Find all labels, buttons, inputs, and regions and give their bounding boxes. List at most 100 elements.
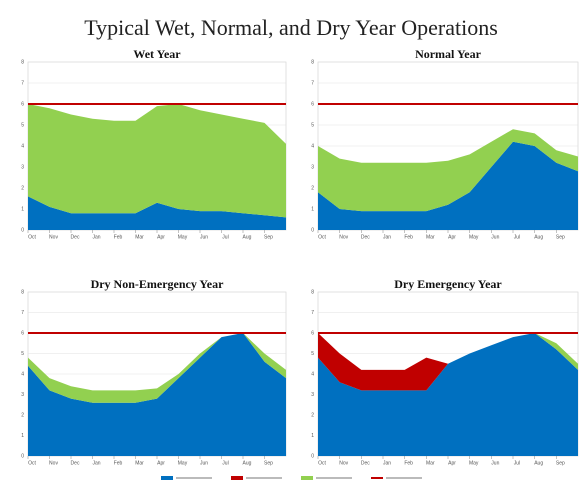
x-tick-label: May <box>178 460 188 466</box>
y-tick-label: 7 <box>21 310 24 316</box>
x-tick-label: Jul <box>514 460 520 466</box>
legend-text-placeholder <box>246 477 282 479</box>
x-tick-label: Feb <box>404 234 413 240</box>
x-tick-label: Feb <box>114 460 123 466</box>
legend-swatch <box>161 476 173 480</box>
y-tick-label: 2 <box>21 185 24 191</box>
legend-swatch <box>231 476 243 480</box>
y-tick-label: 8 <box>21 289 24 295</box>
x-tick-label: Sep <box>556 460 565 466</box>
x-tick-label: Jun <box>491 234 499 240</box>
x-tick-label: Nov <box>49 234 58 240</box>
y-tick-label: 4 <box>311 143 314 149</box>
x-tick-label: Jan <box>383 234 391 240</box>
legend-swatch <box>301 476 313 480</box>
x-tick-label: Dec <box>71 234 80 240</box>
x-tick-label: Jun <box>200 460 208 466</box>
y-tick-label: 6 <box>21 101 24 107</box>
x-tick-label: May <box>469 460 479 466</box>
x-tick-label: Jul <box>514 234 520 240</box>
x-tick-label: May <box>178 234 188 240</box>
x-tick-label: Aug <box>534 460 543 466</box>
y-tick-label: 3 <box>311 392 314 398</box>
chart-title: Dry Emergency Year <box>394 277 502 291</box>
chart-title: Dry Non-Emergency Year <box>91 277 225 291</box>
x-tick-label: Apr <box>157 234 165 240</box>
y-tick-label: 7 <box>311 310 314 316</box>
area <box>28 333 286 456</box>
x-tick-label: Dec <box>361 234 370 240</box>
y-tick-label: 0 <box>311 227 314 233</box>
y-tick-label: 0 <box>21 453 24 459</box>
legend-text-placeholder <box>386 477 422 479</box>
x-tick-label: Mar <box>135 460 144 466</box>
y-tick-label: 0 <box>311 453 314 459</box>
y-tick-label: 1 <box>311 433 314 439</box>
y-tick-label: 2 <box>311 412 314 418</box>
x-tick-label: Feb <box>404 460 413 466</box>
area <box>28 104 286 218</box>
y-tick-label: 1 <box>21 433 24 439</box>
x-tick-label: Apr <box>448 460 456 466</box>
y-tick-label: 2 <box>311 185 314 191</box>
x-tick-label: Jan <box>383 460 391 466</box>
y-tick-label: 4 <box>21 143 24 149</box>
x-tick-label: Sep <box>264 234 273 240</box>
x-tick-label: Sep <box>264 460 273 466</box>
y-tick-label: 8 <box>311 289 314 295</box>
y-tick-label: 7 <box>311 80 314 86</box>
x-tick-label: Aug <box>243 234 252 240</box>
chart-title: Normal Year <box>415 47 482 61</box>
x-tick-label: Dec <box>71 460 80 466</box>
x-tick-label: Jul <box>222 460 228 466</box>
chart-title: Wet Year <box>133 47 181 61</box>
x-tick-label: Oct <box>28 460 36 466</box>
area <box>318 333 578 391</box>
x-tick-label: Nov <box>339 460 348 466</box>
y-tick-label: 6 <box>311 101 314 107</box>
x-tick-label: Oct <box>28 234 36 240</box>
y-tick-label: 4 <box>311 371 314 377</box>
x-tick-label: Nov <box>49 460 58 466</box>
page-title: Typical Wet, Normal, and Dry Year Operat… <box>84 15 498 40</box>
x-tick-label: Oct <box>318 234 326 240</box>
x-tick-label: Jan <box>92 460 100 466</box>
y-tick-label: 5 <box>311 122 314 128</box>
y-tick-label: 3 <box>21 164 24 170</box>
y-tick-label: 8 <box>21 59 24 65</box>
y-tick-label: 3 <box>311 164 314 170</box>
y-tick-label: 5 <box>21 351 24 357</box>
x-tick-label: Dec <box>361 460 370 466</box>
area <box>318 333 578 456</box>
y-tick-label: 7 <box>21 80 24 86</box>
x-tick-label: Sep <box>556 234 565 240</box>
y-tick-label: 1 <box>21 206 24 212</box>
x-tick-label: May <box>469 234 479 240</box>
x-tick-label: Jun <box>200 234 208 240</box>
area <box>28 333 286 403</box>
y-tick-label: 5 <box>311 351 314 357</box>
area <box>28 196 286 230</box>
x-tick-label: Jan <box>92 234 100 240</box>
area <box>318 141 578 230</box>
y-tick-label: 2 <box>21 412 24 418</box>
x-tick-label: Jul <box>222 234 228 240</box>
x-tick-label: Apr <box>448 234 456 240</box>
x-tick-label: Mar <box>426 234 435 240</box>
y-tick-label: 5 <box>21 122 24 128</box>
y-tick-label: 6 <box>311 330 314 336</box>
y-tick-label: 6 <box>21 330 24 336</box>
x-tick-label: Feb <box>114 234 123 240</box>
y-tick-label: 8 <box>311 59 314 65</box>
y-tick-label: 3 <box>21 392 24 398</box>
x-tick-label: Mar <box>426 460 435 466</box>
legend-text-placeholder <box>316 477 352 479</box>
x-tick-label: Nov <box>339 234 348 240</box>
legend-text-placeholder <box>176 477 212 479</box>
x-tick-label: Apr <box>157 460 165 466</box>
x-tick-label: Aug <box>534 234 543 240</box>
x-tick-label: Aug <box>243 460 252 466</box>
area <box>318 129 578 212</box>
y-tick-label: 4 <box>21 371 24 377</box>
